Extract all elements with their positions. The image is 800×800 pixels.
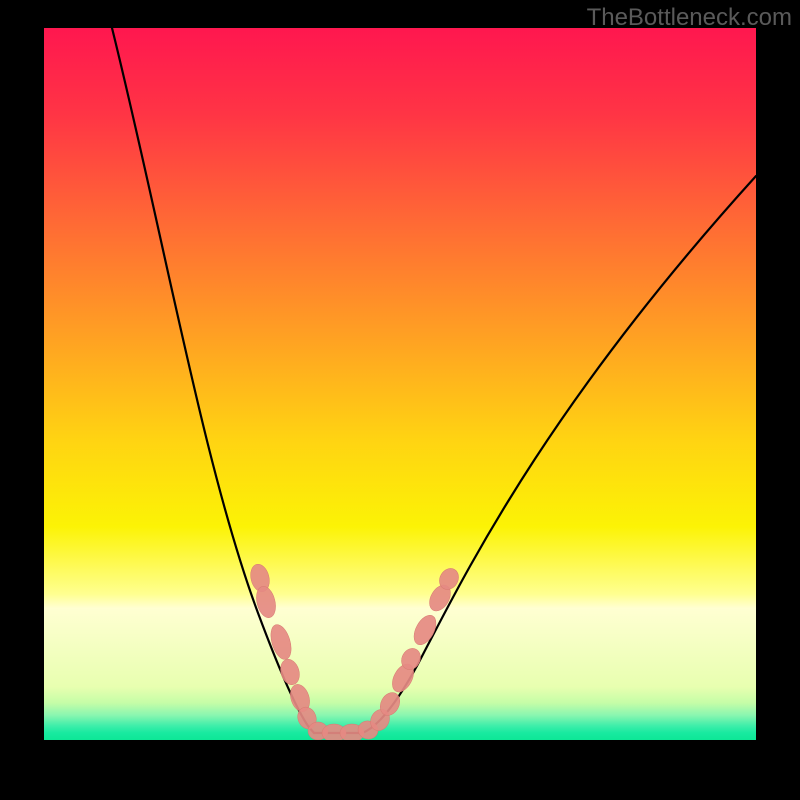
bottleneck-chart-svg bbox=[44, 28, 756, 740]
watermark-text: TheBottleneck.com bbox=[587, 4, 792, 32]
chart-plot-area bbox=[44, 28, 756, 740]
gradient-background bbox=[44, 28, 756, 740]
